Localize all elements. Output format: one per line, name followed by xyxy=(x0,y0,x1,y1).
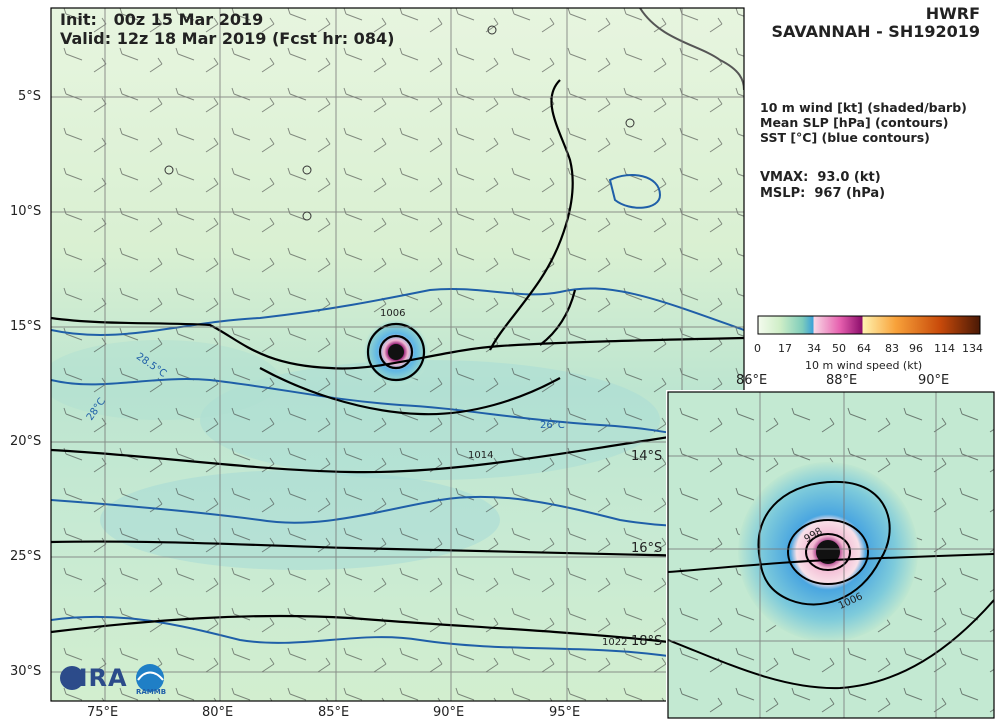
sst-contour-label: 26°C xyxy=(540,420,565,431)
lat-tick: 25°S xyxy=(10,549,42,564)
colorbar xyxy=(757,315,981,335)
lat-tick: 30°S xyxy=(10,664,42,679)
slp-contour-label: 1022 xyxy=(602,637,628,648)
lon-tick: 85°E xyxy=(318,705,350,720)
inset-map xyxy=(666,390,996,720)
inset-lat-tick: 14°S xyxy=(631,449,663,464)
cira-logo: CIRA xyxy=(60,664,128,692)
rammb-badge: RAMMB xyxy=(136,688,167,696)
inset-lon-tick: 90°E xyxy=(918,373,950,388)
colorbar-tick: 83 xyxy=(885,342,899,355)
lon-tick: 80°E xyxy=(202,705,234,720)
colorbar-tick: 50 xyxy=(832,342,846,355)
inset-lon-tick: 86°E xyxy=(736,373,768,388)
colorbar-tick: 134 xyxy=(962,342,983,355)
storm-name: SAVANNAH - SH192019 xyxy=(771,22,980,41)
lat-tick: 20°S xyxy=(10,434,42,449)
lat-tick: 10°S xyxy=(10,204,42,219)
legend-wind: 10 m wind [kt] (shaded/barb) xyxy=(760,100,967,115)
slp-contour-label: 1014 xyxy=(468,450,494,461)
lon-tick: 75°E xyxy=(87,705,119,720)
colorbar-label: 10 m wind speed (kt) xyxy=(805,359,923,372)
cira-logo-mark xyxy=(60,664,164,692)
lon-tick: 95°E xyxy=(549,705,581,720)
inset-lat-tick: 18°S xyxy=(631,634,663,649)
colorbar-tick: 114 xyxy=(934,342,955,355)
colorbar-tick: 34 xyxy=(807,342,821,355)
slp-contour-label: 1006 xyxy=(380,308,406,319)
model-name: HWRF xyxy=(925,4,980,23)
lat-tick: 5°S xyxy=(18,89,42,104)
lat-tick: 15°S xyxy=(10,319,42,334)
wind-field xyxy=(51,8,744,701)
init-time: Init: 00z 15 Mar 2019 xyxy=(60,10,264,29)
colorbar-tick: 96 xyxy=(909,342,923,355)
legend-slp: Mean SLP [hPa] (contours) xyxy=(760,115,949,130)
mslp-value: MSLP: 967 (hPa) xyxy=(760,186,886,201)
colorbar-tick: 64 xyxy=(857,342,871,355)
legend-sst: SST [°C] (blue contours) xyxy=(760,130,930,145)
inset-lon-tick: 88°E xyxy=(826,373,858,388)
colorbar-tick: 0 xyxy=(754,342,761,355)
lon-tick: 90°E xyxy=(433,705,465,720)
vmax-value: VMAX: 93.0 (kt) xyxy=(760,170,881,185)
valid-time: Valid: 12z 18 Mar 2019 (Fcst hr: 084) xyxy=(60,29,395,48)
colorbar-tick: 17 xyxy=(778,342,792,355)
inset-lat-tick: 16°S xyxy=(631,541,663,556)
